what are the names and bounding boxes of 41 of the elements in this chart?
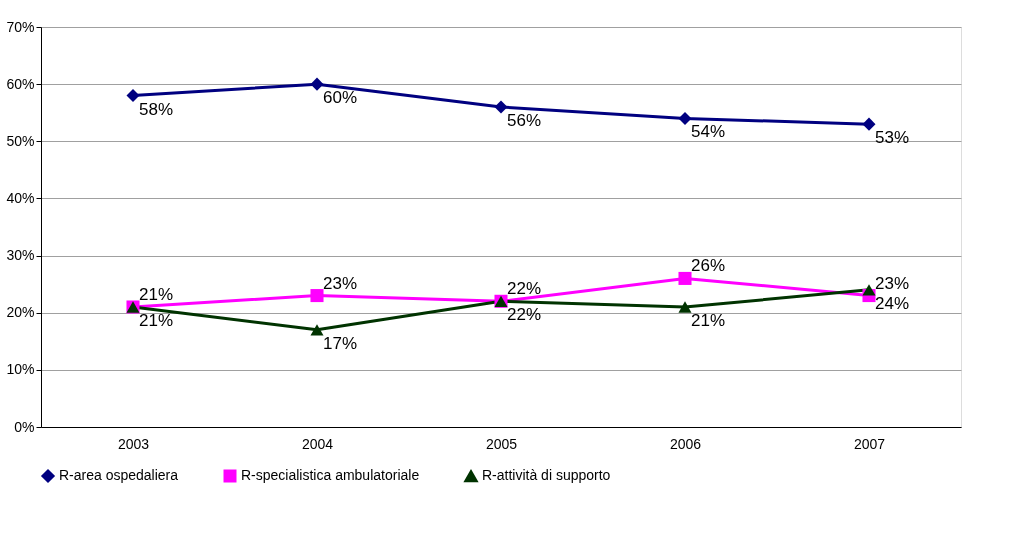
legend-label: R-specialistica ambulatoriale	[241, 467, 420, 483]
data-label: 23%	[323, 273, 358, 293]
y-tick-label: 40%	[6, 189, 35, 206]
y-tick-label: 30%	[6, 247, 35, 264]
y-tick-label: 10%	[6, 361, 35, 378]
x-tick-label: 2003	[117, 435, 150, 452]
point	[310, 324, 324, 336]
data-label: 21%	[139, 311, 174, 330]
point	[126, 89, 140, 103]
data-label: 21%	[139, 285, 174, 304]
y-tick-label: 20%	[6, 304, 35, 321]
data-label: 54%	[691, 122, 726, 142]
point	[862, 117, 876, 131]
legend-label: R-area ospedaliera	[59, 467, 179, 483]
data-label: 53%	[875, 128, 910, 148]
x-tick-label: 2004	[301, 435, 334, 452]
x-tick-label: 2006	[669, 435, 702, 452]
point	[678, 111, 692, 125]
y-tick-label: 50%	[6, 132, 35, 149]
point	[310, 289, 324, 303]
data-label: 58%	[139, 99, 174, 119]
point	[678, 301, 692, 313]
y-tick-label: 0%	[14, 418, 35, 435]
legend-label: R-attività di supporto	[482, 467, 611, 484]
y-tick-label: 70%	[6, 18, 35, 35]
data-label: 17%	[323, 333, 358, 353]
x-tick-label: 2007	[853, 435, 886, 452]
data-label: 24%	[875, 293, 910, 313]
data-label: 22%	[507, 305, 542, 325]
point	[310, 77, 324, 91]
data-label: 56%	[507, 111, 542, 130]
data-label: 21%	[691, 311, 726, 330]
data-label: 26%	[691, 256, 726, 276]
y-tick-label: 60%	[6, 75, 35, 92]
point	[494, 100, 508, 114]
point	[862, 284, 876, 296]
data-label: 23%	[875, 273, 910, 293]
point	[678, 271, 692, 285]
data-label: 60%	[323, 88, 358, 108]
data-label: 22%	[507, 279, 542, 299]
x-tick-label: 2005	[485, 435, 518, 452]
